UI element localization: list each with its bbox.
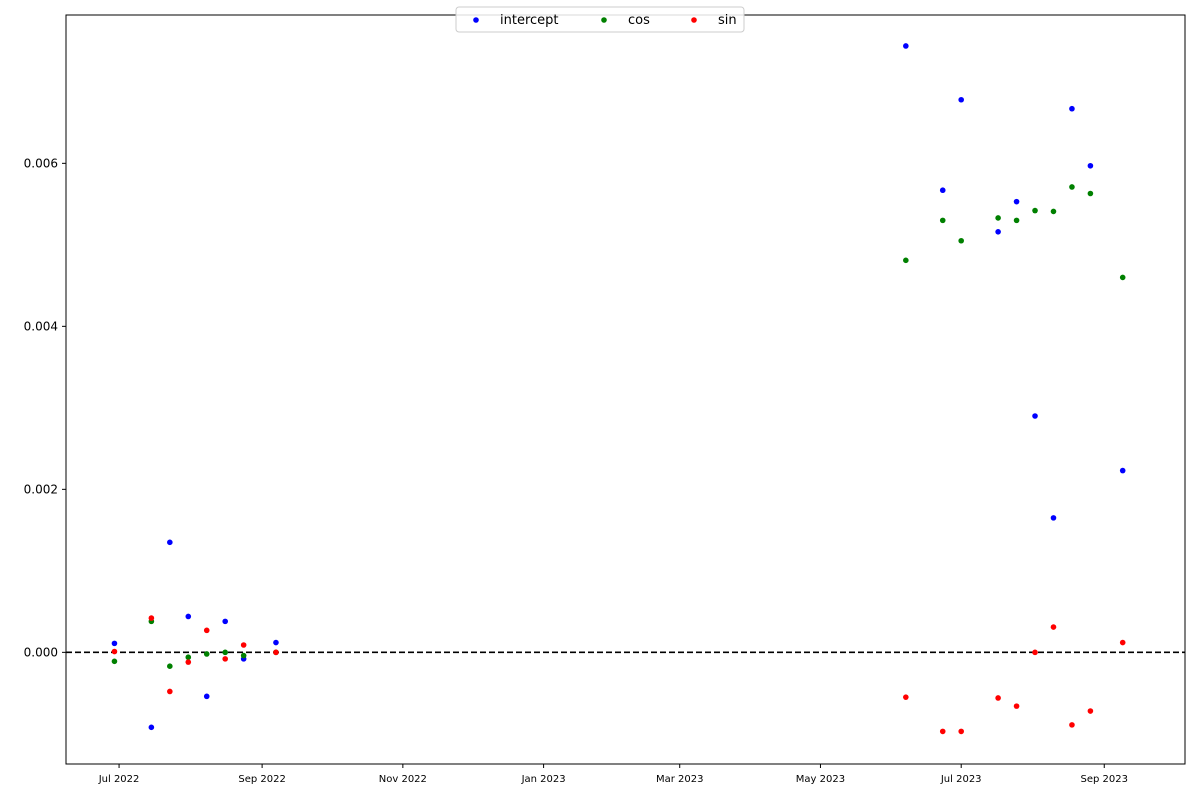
sin-point-4	[203, 627, 210, 634]
cos-point-11	[995, 215, 1001, 221]
intercept-point-9	[939, 187, 946, 194]
cos-point-10	[958, 237, 964, 244]
intercept-point-2	[167, 539, 173, 546]
sin-point-12	[1013, 703, 1020, 709]
y-tick-label: 0.002	[24, 482, 58, 496]
intercept-point-12	[1013, 198, 1020, 205]
sin-point-15	[1069, 722, 1075, 728]
sin-point-5	[222, 656, 228, 662]
intercept-point-11	[995, 228, 1001, 235]
y-axis: 0.000 0.002 0.004 0.006	[24, 156, 66, 659]
sin-point-2	[167, 688, 173, 695]
y-tick-label: 0.004	[24, 319, 58, 333]
sin-point-9	[939, 728, 946, 735]
plot-background	[66, 15, 1185, 764]
legend-label-cos: cos	[628, 13, 650, 28]
x-tick-label: Jul 2022	[98, 774, 140, 785]
x-tick-label: Mar 2023	[656, 774, 704, 785]
cos-point-14	[1050, 208, 1057, 215]
intercept-point-17	[1119, 467, 1126, 474]
intercept-point-8	[903, 43, 909, 49]
sin-point-16	[1087, 708, 1094, 714]
cos-point-2	[167, 663, 173, 669]
intercept-point-3	[185, 613, 192, 620]
cos-point-12	[1013, 217, 1020, 224]
intercept-point-5	[222, 618, 228, 625]
legend-label-sin: sin	[718, 13, 737, 28]
cos-point-5	[222, 649, 228, 656]
sin-point-8	[903, 694, 909, 700]
legend-marker-sin	[691, 17, 697, 23]
sin-point-11	[995, 695, 1001, 701]
cos-point-13	[1032, 207, 1038, 214]
x-tick-label: Sep 2023	[1081, 774, 1128, 785]
x-axis: Jul 2022 Sep 2022 Nov 2022 Jan 2023 Mar 2023…	[98, 764, 1128, 785]
x-tick-label: May 2023	[796, 774, 845, 785]
series-sin	[111, 615, 1126, 735]
intercept-point-1	[148, 724, 155, 731]
cos-point-0	[111, 658, 118, 665]
sin-point-6	[240, 642, 247, 648]
cos-point-9	[939, 217, 946, 224]
cos-point-15	[1069, 184, 1075, 190]
sin-point-14	[1050, 624, 1057, 630]
points-layer	[111, 43, 1126, 735]
sin-point-13	[1032, 649, 1038, 656]
intercept-point-7	[273, 639, 279, 646]
intercept-point-16	[1087, 162, 1094, 169]
sin-point-7	[273, 649, 279, 656]
cos-point-6	[240, 652, 247, 659]
cos-point-3	[185, 654, 192, 661]
sin-point-17	[1119, 639, 1126, 646]
intercept-point-14	[1050, 515, 1057, 521]
legend-frame	[455, 6, 745, 33]
legend-item-intercept: intercept	[473, 13, 559, 28]
y-tick-label: 0.006	[24, 156, 58, 170]
legend-marker-intercept	[473, 17, 479, 23]
intercept-point-10	[958, 96, 964, 103]
x-tick-label: Sep 2022	[238, 774, 285, 785]
cos-point-17	[1119, 274, 1126, 281]
legend-marker-cos	[601, 17, 607, 23]
legend-label-intercept: intercept	[500, 13, 559, 28]
y-tick-label: 0.000	[24, 645, 58, 659]
intercept-point-4	[203, 693, 210, 700]
cos-point-4	[203, 651, 210, 657]
legend-item-cos: cos	[601, 13, 650, 28]
intercept-point-0	[111, 640, 118, 647]
legend: intercept cos sin	[455, 6, 745, 33]
x-tick-label: Nov 2022	[379, 774, 427, 785]
x-tick-label: Jan 2023	[521, 774, 566, 785]
intercept-point-13	[1032, 413, 1038, 419]
intercept-point-15	[1069, 105, 1075, 112]
series-intercept	[111, 43, 1126, 731]
sin-point-3	[185, 659, 192, 665]
x-tick-label: Jul 2023	[940, 774, 982, 785]
sin-point-0	[111, 648, 118, 655]
cos-point-16	[1087, 190, 1094, 197]
sin-point-1	[148, 615, 155, 621]
sin-point-10	[958, 728, 964, 735]
cos-point-8	[903, 257, 909, 264]
legend-item-sin: sin	[691, 13, 737, 28]
